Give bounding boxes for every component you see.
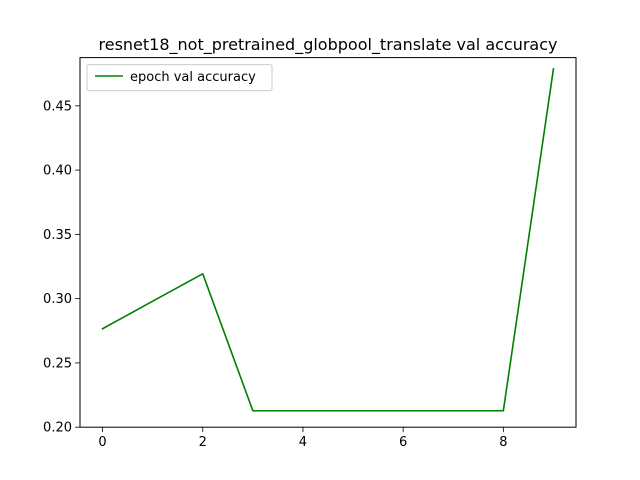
x-tick-label: 4	[299, 435, 307, 450]
y-tick-label: 0.45	[43, 99, 72, 114]
x-tick-label: 8	[499, 435, 507, 450]
legend-box	[86, 64, 273, 92]
y-tick-label: 0.20	[43, 421, 72, 436]
legend: epoch val accuracy	[86, 64, 273, 92]
chart-title: resnet18_not_pretrained_globpool_transla…	[99, 35, 558, 55]
y-tick-label: 0.25	[43, 356, 72, 371]
series-line	[101, 68, 555, 412]
x-tick-label: 2	[199, 435, 207, 450]
y-tick-label: 0.30	[43, 292, 72, 307]
x-tick-label: 0	[98, 435, 106, 450]
x-tick-label: 6	[399, 435, 407, 450]
legend-label: epoch val accuracy	[130, 70, 256, 85]
plot-frame	[79, 57, 577, 428]
y-tick-label: 0.35	[43, 228, 72, 243]
y-tick-label: 0.40	[43, 164, 72, 179]
